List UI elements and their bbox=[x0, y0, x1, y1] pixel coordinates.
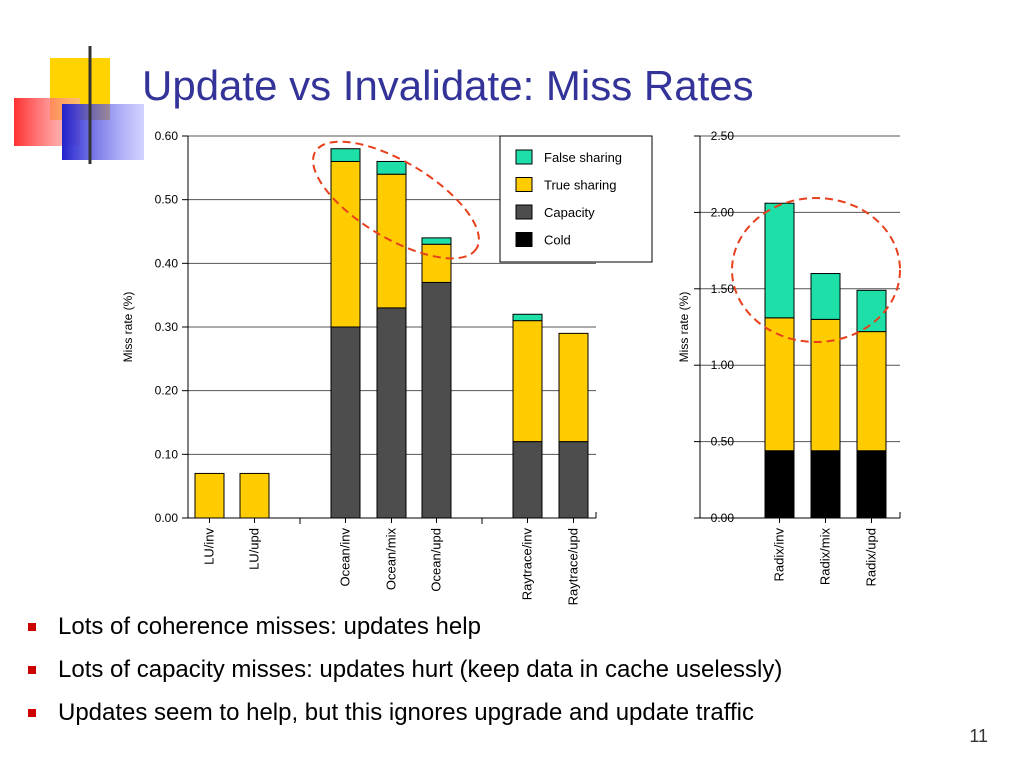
bar-segment-cold bbox=[856, 450, 887, 519]
bar-segment-cold bbox=[810, 450, 841, 519]
bullet-text: Updates seem to help, but this ignores u… bbox=[58, 699, 755, 726]
highlight-ellipse-radix bbox=[731, 197, 901, 343]
bar-segment-true-sharing bbox=[376, 173, 407, 309]
bar-segment-false-sharing bbox=[764, 202, 795, 319]
bar-segment-capacity bbox=[558, 441, 589, 519]
legend-swatch bbox=[515, 232, 533, 247]
bullet-item: Lots of capacity misses: updates hurt (k… bbox=[24, 651, 782, 694]
bar-segment-true-sharing bbox=[856, 331, 887, 452]
category-label: Ocean/inv bbox=[338, 528, 353, 587]
bar-segment-true-sharing bbox=[194, 472, 225, 519]
y-tick-label: 0.60 bbox=[155, 129, 179, 143]
bar-segment-capacity bbox=[330, 326, 361, 519]
category-label: Raytrace/upd bbox=[566, 528, 581, 605]
category-label: Radix/mix bbox=[818, 528, 833, 586]
bar-segment-true-sharing bbox=[421, 243, 452, 283]
legend-label: True sharing bbox=[544, 178, 617, 193]
y-axis-label: Miss rate (%) bbox=[677, 292, 691, 363]
y-axis-label: Miss rate (%) bbox=[121, 292, 135, 363]
category-label: LU/upd bbox=[247, 528, 262, 570]
y-tick-label: 0.20 bbox=[155, 384, 179, 398]
category-label: Radix/upd bbox=[864, 528, 879, 587]
y-tick-label: 0.30 bbox=[155, 320, 179, 334]
category-label: Ocean/upd bbox=[429, 528, 444, 592]
y-tick-label: 0.10 bbox=[155, 447, 179, 461]
bar-segment-true-sharing bbox=[239, 472, 270, 519]
legend-label: False sharing bbox=[544, 150, 622, 165]
category-label: Ocean/mix bbox=[384, 528, 399, 591]
bullet-list: Lots of coherence misses: updates help L… bbox=[24, 608, 782, 737]
y-tick-label: 1.00 bbox=[711, 358, 735, 372]
miss-rate-charts: 0.00 0.10 0.20 0.30 0.40 0.50 0.60 Miss rate (%… bbox=[121, 129, 901, 605]
y-tick-label: 2.00 bbox=[711, 205, 735, 219]
bullet-item: Updates seem to help, but this ignores u… bbox=[24, 694, 782, 737]
bar-segment-true-sharing bbox=[330, 160, 361, 328]
bullet-item: Lots of coherence misses: updates help bbox=[24, 608, 782, 651]
legend-swatch bbox=[515, 149, 533, 165]
category-label: Radix/inv bbox=[772, 528, 787, 582]
bar-segment-false-sharing bbox=[810, 273, 841, 320]
legend-label: Capacity bbox=[544, 205, 595, 220]
y-tick-label: 0.50 bbox=[711, 435, 735, 449]
bar-segment-false-sharing bbox=[421, 237, 452, 245]
legend-label: Cold bbox=[544, 233, 571, 248]
y-tick-label: 0.50 bbox=[155, 193, 179, 207]
bullet-text: Lots of capacity misses: updates hurt (k… bbox=[58, 656, 783, 683]
bar-segment-false-sharing bbox=[512, 313, 543, 322]
bar-segment-false-sharing bbox=[856, 289, 887, 333]
slide-number: 11 bbox=[969, 726, 988, 746]
bar-segment-true-sharing bbox=[810, 318, 841, 452]
y-tick-label: 1.50 bbox=[711, 282, 735, 296]
category-label: LU/inv bbox=[202, 528, 217, 565]
bar-segment-false-sharing bbox=[376, 160, 407, 175]
bar-segment-capacity bbox=[376, 307, 407, 519]
bullet-text: Lots of coherence misses: updates help bbox=[58, 613, 481, 640]
bar-segment-capacity bbox=[421, 281, 452, 519]
bullet-square-icon bbox=[28, 623, 36, 631]
y-tick-label: 0.00 bbox=[155, 511, 179, 525]
bar-segment-true-sharing bbox=[512, 320, 543, 443]
highlight-ellipse-ocean bbox=[312, 140, 480, 260]
y-tick-label: 2.50 bbox=[711, 129, 735, 143]
bar-segment-cold bbox=[764, 450, 795, 519]
legend-swatch bbox=[515, 204, 533, 220]
bar-segment-capacity bbox=[512, 441, 543, 519]
legend-swatch bbox=[515, 177, 533, 192]
category-label: Raytrace/inv bbox=[520, 528, 535, 601]
bullet-square-icon bbox=[28, 666, 36, 674]
bar-segment-true-sharing bbox=[558, 332, 589, 443]
bullet-square-icon bbox=[28, 709, 36, 717]
bar-segment-false-sharing bbox=[330, 148, 361, 162]
slide-title: Update vs Invalidate: Miss Rates bbox=[142, 62, 754, 109]
y-tick-label: 0.40 bbox=[155, 256, 179, 270]
deco-blue-square bbox=[62, 104, 144, 160]
